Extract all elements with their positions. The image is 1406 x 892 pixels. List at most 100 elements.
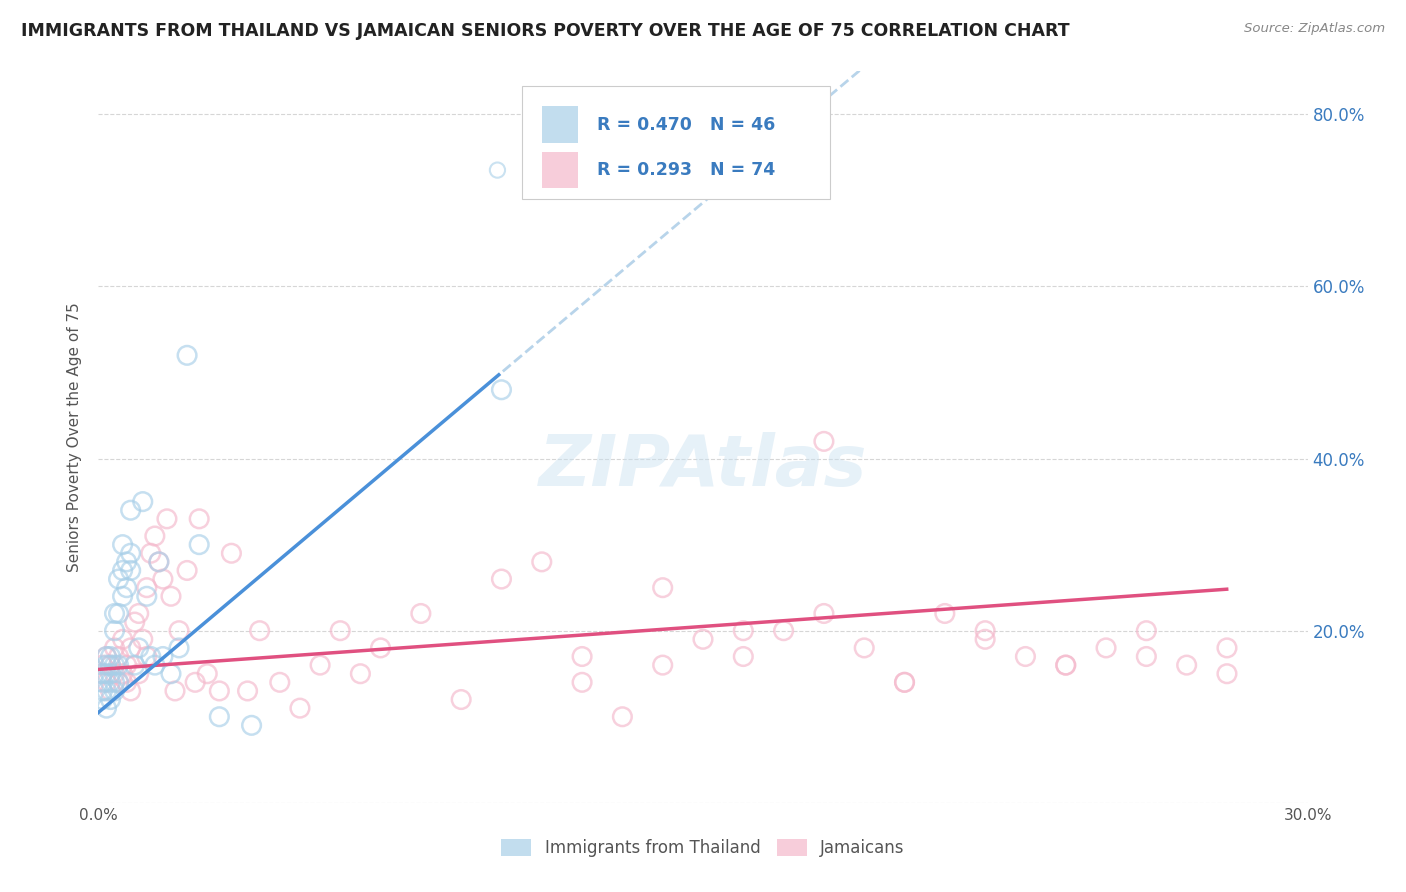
- Text: IMMIGRANTS FROM THAILAND VS JAMAICAN SENIORS POVERTY OVER THE AGE OF 75 CORRELAT: IMMIGRANTS FROM THAILAND VS JAMAICAN SEN…: [21, 22, 1070, 40]
- Point: [111, 632, 134, 647]
- Point: [120, 503, 142, 517]
- FancyBboxPatch shape: [522, 86, 830, 200]
- Point: [143, 529, 166, 543]
- Point: [103, 640, 125, 655]
- Point: [692, 632, 714, 647]
- Point: [128, 607, 150, 621]
- Point: [100, 692, 122, 706]
- Point: [813, 434, 835, 449]
- Point: [160, 589, 183, 603]
- Point: [530, 555, 553, 569]
- Point: [733, 624, 755, 638]
- Text: R = 0.470   N = 46: R = 0.470 N = 46: [596, 116, 775, 134]
- Point: [96, 675, 118, 690]
- Point: [132, 494, 155, 508]
- Point: [111, 589, 134, 603]
- Legend: Immigrants from Thailand, Jamaicans: Immigrants from Thailand, Jamaicans: [495, 832, 911, 864]
- Point: [111, 564, 134, 578]
- Point: [1216, 640, 1239, 655]
- Point: [733, 649, 755, 664]
- Point: [853, 640, 876, 655]
- Point: [156, 512, 179, 526]
- Point: [143, 658, 166, 673]
- Point: [1054, 658, 1077, 673]
- Point: [100, 649, 122, 664]
- Point: [128, 666, 150, 681]
- Point: [128, 640, 150, 655]
- Point: [163, 684, 186, 698]
- Point: [208, 710, 231, 724]
- Point: [1014, 649, 1036, 664]
- Point: [96, 701, 118, 715]
- Point: [139, 649, 162, 664]
- Point: [103, 666, 125, 681]
- Point: [96, 684, 118, 698]
- Point: [491, 383, 513, 397]
- Point: [103, 624, 125, 638]
- Point: [176, 348, 198, 362]
- Point: [571, 675, 593, 690]
- Point: [107, 658, 129, 673]
- Text: Source: ZipAtlas.com: Source: ZipAtlas.com: [1244, 22, 1385, 36]
- Point: [115, 555, 138, 569]
- Point: [208, 684, 231, 698]
- Bar: [543, 152, 578, 188]
- Point: [974, 632, 997, 647]
- Point: [188, 538, 211, 552]
- Point: [612, 710, 634, 724]
- Point: [221, 546, 243, 560]
- Point: [450, 692, 472, 706]
- Point: [188, 512, 211, 526]
- Point: [103, 607, 125, 621]
- Point: [184, 675, 207, 690]
- Point: [176, 564, 198, 578]
- Point: [309, 658, 332, 673]
- Point: [571, 649, 593, 664]
- Point: [1135, 624, 1157, 638]
- Point: [120, 684, 142, 698]
- Point: [651, 581, 673, 595]
- Point: [1135, 649, 1157, 664]
- Point: [1175, 658, 1198, 673]
- Point: [269, 675, 291, 690]
- Point: [893, 675, 915, 690]
- Y-axis label: Seniors Poverty Over the Age of 75: Seniors Poverty Over the Age of 75: [67, 302, 83, 572]
- Point: [893, 675, 915, 690]
- Point: [120, 640, 142, 655]
- Point: [167, 624, 190, 638]
- Point: [135, 649, 157, 664]
- Point: [651, 658, 673, 673]
- Point: [96, 649, 118, 664]
- Point: [135, 589, 157, 603]
- Point: [288, 701, 311, 715]
- Point: [124, 615, 146, 629]
- Point: [96, 666, 118, 681]
- Point: [103, 684, 125, 698]
- Point: [107, 675, 129, 690]
- Point: [115, 675, 138, 690]
- Point: [148, 555, 170, 569]
- Point: [195, 666, 218, 681]
- Point: [329, 624, 352, 638]
- Point: [103, 675, 125, 690]
- Point: [96, 649, 118, 664]
- Point: [107, 649, 129, 664]
- Point: [91, 675, 114, 690]
- Point: [100, 684, 122, 698]
- Text: R = 0.293   N = 74: R = 0.293 N = 74: [596, 161, 775, 179]
- Point: [91, 692, 114, 706]
- Point: [96, 658, 118, 673]
- Point: [1216, 666, 1239, 681]
- Point: [100, 658, 122, 673]
- Point: [236, 684, 259, 698]
- Bar: [543, 106, 578, 143]
- Point: [124, 658, 146, 673]
- Point: [139, 546, 162, 560]
- Point: [152, 572, 174, 586]
- Point: [91, 658, 114, 673]
- Point: [91, 666, 114, 681]
- Point: [148, 555, 170, 569]
- Point: [491, 572, 513, 586]
- Point: [152, 649, 174, 664]
- Point: [1095, 640, 1118, 655]
